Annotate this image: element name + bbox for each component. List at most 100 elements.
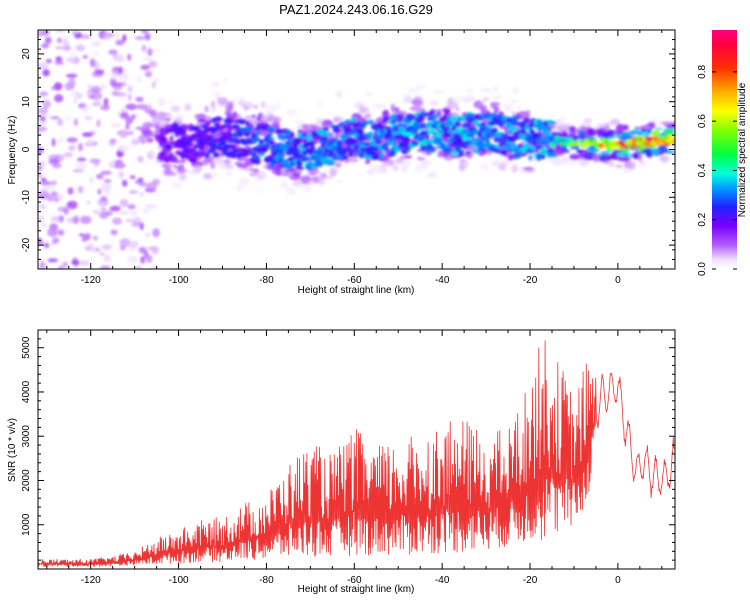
spectrogram-cell — [609, 133, 615, 138]
spectrogram-ridge-cell — [466, 114, 477, 119]
x-tick-label: -60 — [347, 575, 362, 586]
spectrogram-ridge-cell — [292, 146, 299, 153]
spectrogram-cell — [151, 117, 159, 125]
spectrogram-cell — [159, 112, 171, 116]
spectrogram-cell — [71, 30, 79, 36]
snr-plot-area — [38, 340, 675, 567]
spectrogram-ridge-cell — [255, 131, 261, 136]
spectrogram-cell — [68, 145, 76, 151]
x-tick-label: -120 — [81, 575, 101, 586]
spectrogram-cell — [105, 187, 110, 197]
spectrogram-ridge-cell — [528, 122, 534, 128]
spectrogram-ridge-cell — [395, 114, 404, 119]
spectrogram-cell — [88, 176, 94, 184]
spectrogram-ridge-cell — [407, 115, 414, 122]
spectrogram-cell — [404, 155, 412, 159]
spectrogram-cell — [158, 97, 166, 107]
spectrogram-cell — [256, 189, 265, 194]
spectrogram-ridge-cell — [345, 119, 351, 123]
spectrogram-cell — [87, 89, 99, 93]
spectrogram-ridge-cell — [518, 129, 527, 135]
spectrogram-cell — [84, 115, 93, 121]
spectrogram-cell — [395, 157, 404, 164]
spectrogram-cell — [211, 105, 216, 114]
spectrogram-cell — [134, 36, 146, 40]
spectrogram-ridge-cell — [298, 161, 303, 167]
spectrogram-cell — [464, 160, 469, 169]
spectrogram-ridge-cell — [444, 133, 451, 138]
spectrogram-cell — [87, 138, 94, 148]
spectrogram-ridge-cell — [404, 147, 411, 153]
spectrogram-cell — [92, 209, 101, 215]
spectrogram-cell — [563, 149, 570, 154]
spectrogram-cell — [583, 118, 593, 123]
spectrogram-cell — [280, 172, 292, 177]
spectrogram-cell — [81, 237, 88, 242]
spectrogram-cell — [43, 186, 56, 191]
spectrogram-ridge-cell — [512, 147, 520, 153]
spectrogram-cell — [151, 48, 161, 52]
y-tick-label: 4000 — [21, 380, 32, 403]
spectrogram-cell — [41, 42, 50, 49]
spectrogram-cell — [286, 168, 296, 172]
spectrogram-cell — [57, 118, 64, 126]
spectrogram-cell — [606, 149, 611, 154]
spectrogram-cell — [54, 94, 64, 103]
spectrogram-cell — [56, 193, 64, 201]
spectrogram-cell — [144, 71, 153, 78]
spectrogram-cell — [118, 72, 129, 82]
spectrogram-cell — [316, 176, 326, 185]
spectrogram-cell — [62, 44, 72, 52]
spectrogram-cell — [129, 245, 136, 252]
spectrogram-ridge-cell — [522, 118, 531, 122]
spectrogram-cell — [67, 187, 74, 195]
spectrogram-cell — [50, 180, 57, 186]
spectrogram-cell — [40, 121, 46, 126]
spectrogram-cell — [140, 256, 146, 264]
spectrogram-cell — [91, 101, 102, 107]
spectrogram-ridge-cell — [252, 159, 261, 165]
spectrogram-cell — [293, 180, 304, 188]
spectrogram-cell — [55, 30, 65, 33]
spectrogram-ridge-cell — [376, 124, 384, 129]
spectrogram-ridge-cell — [501, 145, 511, 150]
spectrogram-ridge-cell — [336, 144, 344, 150]
spectrogram-cell — [591, 153, 600, 159]
spectrogram-cell — [108, 49, 118, 55]
spectrogram-cell — [41, 222, 47, 228]
spectrogram-ridge-cell — [511, 115, 520, 121]
spectrogram-ridge-cell — [210, 147, 216, 151]
spectrogram-ridge-cell — [171, 159, 181, 163]
spectrogram-cell — [382, 109, 390, 119]
spectrogram-ridge-cell — [411, 141, 420, 146]
spectrogram-cell — [38, 215, 45, 222]
spectrogram-cell — [243, 105, 249, 112]
x-tick-label: -20 — [523, 275, 538, 286]
spectrogram-ridge-cell — [213, 122, 221, 127]
spectrogram-ridge-cell — [484, 116, 491, 121]
spectrogram-cell — [101, 83, 107, 90]
spectrogram-cell — [458, 162, 466, 172]
spectrogram-ridge-cell — [410, 130, 419, 134]
spectrogram-cell — [510, 99, 517, 104]
x-tick-label: -20 — [523, 575, 538, 586]
spectrogram-cell — [38, 205, 48, 210]
spectrogram-cell — [72, 215, 80, 225]
spectrogram-cell — [641, 128, 646, 133]
spectrogram-cell — [105, 33, 115, 37]
spectrogram-ridge-cell — [383, 128, 388, 133]
spectrogram-cell — [253, 168, 260, 174]
spectrogram-cell — [416, 83, 427, 90]
spectrogram-cell — [43, 113, 54, 119]
spectrogram-cell — [80, 34, 91, 39]
spectrogram-cell — [146, 150, 155, 160]
spectrogram-ridge-cell — [476, 143, 487, 149]
spectrogram-ridge-cell — [205, 152, 210, 159]
spectrogram-cell — [133, 216, 142, 224]
spectrogram-cell — [465, 96, 476, 102]
spectrogram-cell — [66, 137, 78, 143]
spectrogram-cell — [150, 264, 161, 269]
spectrogram-ridge-cell — [231, 124, 240, 129]
spectrogram-cell — [64, 82, 75, 91]
spectrogram-cell — [137, 75, 142, 83]
